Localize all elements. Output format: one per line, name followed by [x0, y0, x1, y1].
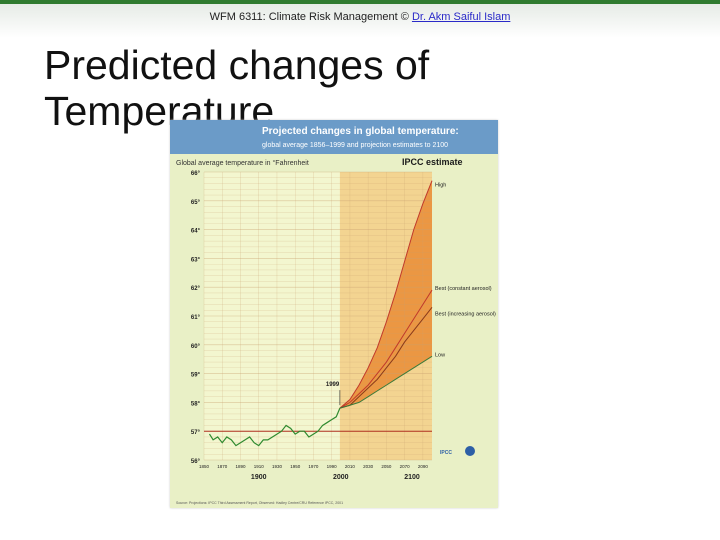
y-tick-label: 63° — [191, 257, 201, 263]
x-tick-label: 1950 — [290, 464, 301, 469]
chart-title: Projected changes in global temperature: — [262, 126, 459, 137]
x-tick-label: 1930 — [272, 464, 283, 469]
series-label: High — [435, 183, 446, 189]
x-tick-label: 2030 — [363, 464, 374, 469]
y-tick-label: 60° — [191, 344, 201, 350]
ipcc-logo-text: IPCC — [440, 450, 452, 456]
course-label: WFM 6311: Climate Risk Management © — [210, 11, 409, 23]
era-label: 2100 — [404, 474, 420, 481]
series-label: Best (increasing aerosol) — [435, 311, 496, 317]
y-axis-label: Global average temperature in °Fahrenhei… — [176, 159, 309, 167]
y-tick-label: 59° — [191, 373, 201, 379]
x-tick-label: 1850 — [199, 464, 210, 469]
y-tick-label: 66° — [191, 171, 201, 177]
era-label: 2000 — [333, 474, 349, 481]
temperature-chart-svg: Projected changes in global temperature:… — [170, 120, 498, 508]
ipcc-logo-icon — [465, 446, 475, 456]
y-tick-label: 64° — [191, 229, 201, 235]
x-tick-label: 2010 — [345, 464, 356, 469]
source-note: Source: Projections: IPCC Third Assessme… — [176, 501, 343, 505]
x-tick-label: 1890 — [235, 464, 246, 469]
legend-title: IPCC estimate — [402, 157, 463, 167]
series-label: Best (constant aerosol) — [435, 286, 492, 292]
x-tick-label: 1990 — [327, 464, 338, 469]
era-label: 1900 — [251, 474, 267, 481]
x-tick-label: 1910 — [254, 464, 265, 469]
y-tick-label: 62° — [191, 286, 201, 292]
chart-subtitle: global average 1856–1999 and projection … — [262, 142, 448, 149]
x-tick-label: 2050 — [381, 464, 392, 469]
x-tick-label: 2090 — [418, 464, 429, 469]
course-header: WFM 6311: Climate Risk Management © Dr. … — [0, 11, 720, 23]
temperature-figure: Projected changes in global temperature:… — [170, 120, 498, 508]
x-tick-label: 2070 — [400, 464, 411, 469]
author-link[interactable]: Dr. Akm Saiful Islam — [412, 11, 510, 23]
x-tick-label: 1970 — [308, 464, 319, 469]
y-tick-label: 65° — [191, 200, 201, 206]
marker-1999-label: 1999 — [326, 382, 340, 388]
y-tick-label: 58° — [191, 401, 201, 407]
x-tick-label: 1870 — [217, 464, 228, 469]
y-tick-label: 57° — [191, 430, 201, 436]
series-label: Low — [435, 352, 445, 358]
y-tick-label: 61° — [191, 315, 201, 321]
